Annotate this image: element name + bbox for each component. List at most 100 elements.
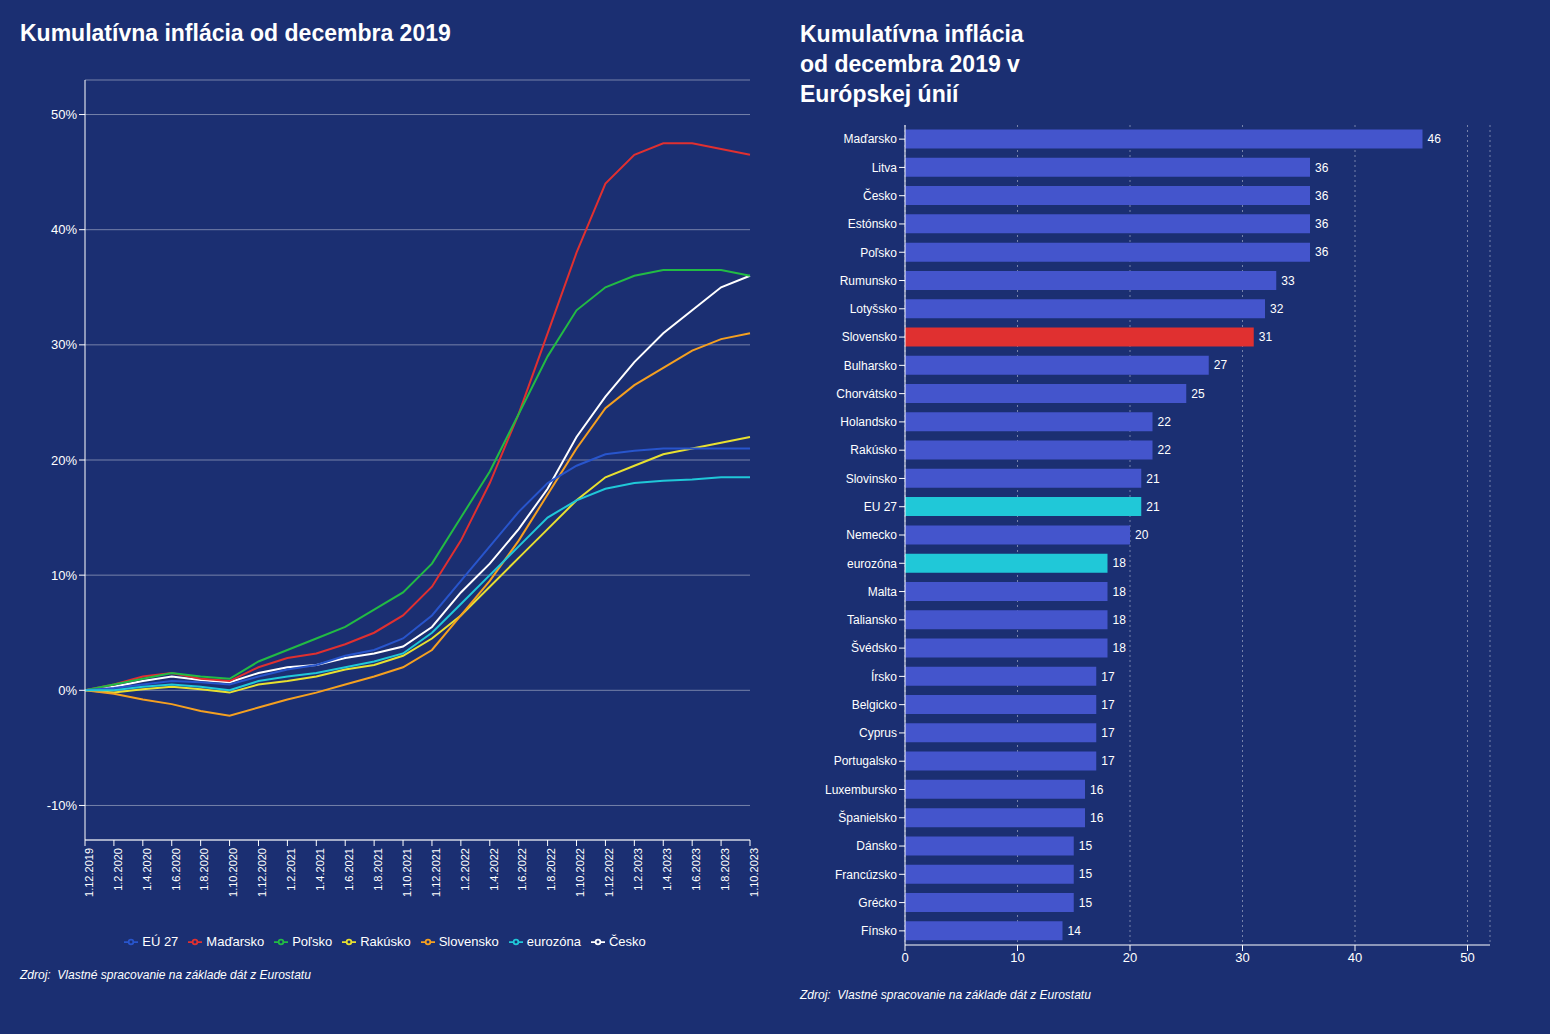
- svg-text:Lotyšsko: Lotyšsko: [850, 302, 898, 316]
- svg-text:18: 18: [1113, 641, 1127, 655]
- svg-text:1.2.2021: 1.2.2021: [285, 848, 297, 891]
- svg-text:1.6.2023: 1.6.2023: [690, 848, 702, 891]
- svg-text:50: 50: [1460, 950, 1474, 965]
- svg-text:1.12.2019: 1.12.2019: [83, 848, 95, 897]
- svg-text:1.8.2021: 1.8.2021: [372, 848, 384, 891]
- svg-text:Belgicko: Belgicko: [852, 698, 898, 712]
- svg-text:Cyprus: Cyprus: [859, 726, 897, 740]
- svg-text:1.6.2020: 1.6.2020: [170, 848, 182, 891]
- svg-text:50%: 50%: [51, 107, 77, 122]
- svg-text:Írsko: Írsko: [871, 669, 897, 684]
- svg-text:18: 18: [1113, 556, 1127, 570]
- svg-text:Estónsko: Estónsko: [848, 217, 898, 231]
- svg-text:Švédsko: Švédsko: [851, 640, 897, 655]
- svg-text:30%: 30%: [51, 337, 77, 352]
- svg-text:40: 40: [1348, 950, 1362, 965]
- svg-text:EU 27: EU 27: [864, 500, 898, 514]
- svg-text:Francúzsko: Francúzsko: [835, 868, 897, 882]
- svg-text:14: 14: [1068, 924, 1082, 938]
- svg-text:Bulharsko: Bulharsko: [844, 359, 898, 373]
- svg-text:15: 15: [1079, 839, 1093, 853]
- svg-text:20: 20: [1135, 528, 1149, 542]
- svg-text:36: 36: [1315, 161, 1329, 175]
- svg-text:1.8.2022: 1.8.2022: [545, 848, 557, 891]
- svg-text:Španielsko: Španielsko: [838, 810, 897, 825]
- svg-text:40%: 40%: [51, 222, 77, 237]
- svg-text:1.6.2022: 1.6.2022: [517, 848, 529, 891]
- svg-text:1.2.2022: 1.2.2022: [459, 848, 471, 891]
- svg-text:16: 16: [1090, 811, 1104, 825]
- svg-text:10%: 10%: [51, 568, 77, 583]
- svg-text:1.10.2020: 1.10.2020: [227, 848, 239, 897]
- svg-text:22: 22: [1158, 415, 1172, 429]
- svg-text:1.10.2021: 1.10.2021: [401, 848, 413, 897]
- svg-text:Litva: Litva: [872, 161, 898, 175]
- svg-text:Luxembursko: Luxembursko: [825, 783, 897, 797]
- svg-text:1.12.2022: 1.12.2022: [603, 848, 615, 897]
- svg-text:16: 16: [1090, 783, 1104, 797]
- svg-text:1.4.2021: 1.4.2021: [314, 848, 326, 891]
- html-text:Kumulatívna inflácia od decemb: Kumulatívna inflácia od decembra 2019 v …: [800, 21, 1024, 107]
- svg-text:Slovinsko: Slovinsko: [846, 472, 898, 486]
- svg-text:30: 30: [1235, 950, 1249, 965]
- svg-text:22: 22: [1158, 443, 1172, 457]
- svg-text:Česko: Česko: [863, 188, 897, 203]
- svg-text:1.4.2022: 1.4.2022: [488, 848, 500, 891]
- svg-text:1.4.2023: 1.4.2023: [661, 848, 673, 891]
- svg-text:1.4.2020: 1.4.2020: [141, 848, 153, 891]
- svg-text:15: 15: [1079, 896, 1093, 910]
- svg-text:0%: 0%: [58, 683, 77, 698]
- svg-text:18: 18: [1113, 585, 1127, 599]
- svg-text:33: 33: [1281, 274, 1295, 288]
- html-text:Poľsko: Poľsko: [292, 934, 333, 949]
- html-text:EÚ 27: EÚ 27: [142, 934, 179, 949]
- svg-text:Taliansko: Taliansko: [847, 613, 897, 627]
- svg-text:21: 21: [1146, 472, 1160, 486]
- svg-text:17: 17: [1101, 698, 1115, 712]
- svg-text:Rakúsko: Rakúsko: [850, 443, 897, 457]
- svg-text:1.10.2023: 1.10.2023: [748, 848, 760, 897]
- svg-text:1.10.2022: 1.10.2022: [574, 848, 586, 897]
- svg-text:Dánsko: Dánsko: [856, 839, 897, 853]
- svg-text:1.2.2020: 1.2.2020: [112, 848, 124, 891]
- svg-text:Poľsko: Poľsko: [860, 246, 897, 260]
- svg-text:15: 15: [1079, 867, 1093, 881]
- svg-text:1.8.2023: 1.8.2023: [719, 848, 731, 891]
- svg-text:1.2.2023: 1.2.2023: [632, 848, 644, 891]
- svg-text:Chorvátsko: Chorvátsko: [836, 387, 897, 401]
- svg-text:eurozóna: eurozóna: [847, 557, 897, 571]
- svg-text:27: 27: [1214, 358, 1228, 372]
- svg-text:36: 36: [1315, 245, 1329, 259]
- svg-text:25: 25: [1191, 387, 1205, 401]
- svg-text:32: 32: [1270, 302, 1284, 316]
- svg-text:Rumunsko: Rumunsko: [840, 274, 898, 288]
- svg-text:17: 17: [1101, 670, 1115, 684]
- svg-text:Holandsko: Holandsko: [840, 415, 897, 429]
- svg-text:36: 36: [1315, 217, 1329, 231]
- svg-text:0: 0: [901, 950, 908, 965]
- svg-text:Grécko: Grécko: [858, 896, 897, 910]
- svg-text:Malta: Malta: [868, 585, 898, 599]
- svg-text:10: 10: [1010, 950, 1024, 965]
- html-text:Maďarsko: Maďarsko: [206, 934, 265, 949]
- svg-text:17: 17: [1101, 754, 1115, 768]
- svg-text:46: 46: [1428, 132, 1442, 146]
- svg-text:1.6.2021: 1.6.2021: [343, 848, 355, 891]
- svg-text:Nemecko: Nemecko: [846, 528, 897, 542]
- svg-text:Maďarsko: Maďarsko: [844, 132, 898, 146]
- svg-text:18: 18: [1113, 613, 1127, 627]
- svg-text:20%: 20%: [51, 453, 77, 468]
- html-text:Kumulatívna inflácia od decemb: Kumulatívna inflácia od decembra 2019: [20, 20, 451, 46]
- svg-text:1.12.2020: 1.12.2020: [256, 848, 268, 897]
- svg-text:21: 21: [1146, 500, 1160, 514]
- svg-text:17: 17: [1101, 726, 1115, 740]
- svg-text:31: 31: [1259, 330, 1273, 344]
- svg-text:Slovensko: Slovensko: [842, 330, 898, 344]
- svg-text:36: 36: [1315, 189, 1329, 203]
- svg-text:20: 20: [1123, 950, 1137, 965]
- svg-text:1.12.2021: 1.12.2021: [430, 848, 442, 897]
- svg-text:Fínsko: Fínsko: [861, 924, 897, 938]
- svg-text:Portugalsko: Portugalsko: [834, 754, 898, 768]
- svg-text:1.8.2020: 1.8.2020: [198, 848, 210, 891]
- svg-text:-10%: -10%: [47, 798, 78, 813]
